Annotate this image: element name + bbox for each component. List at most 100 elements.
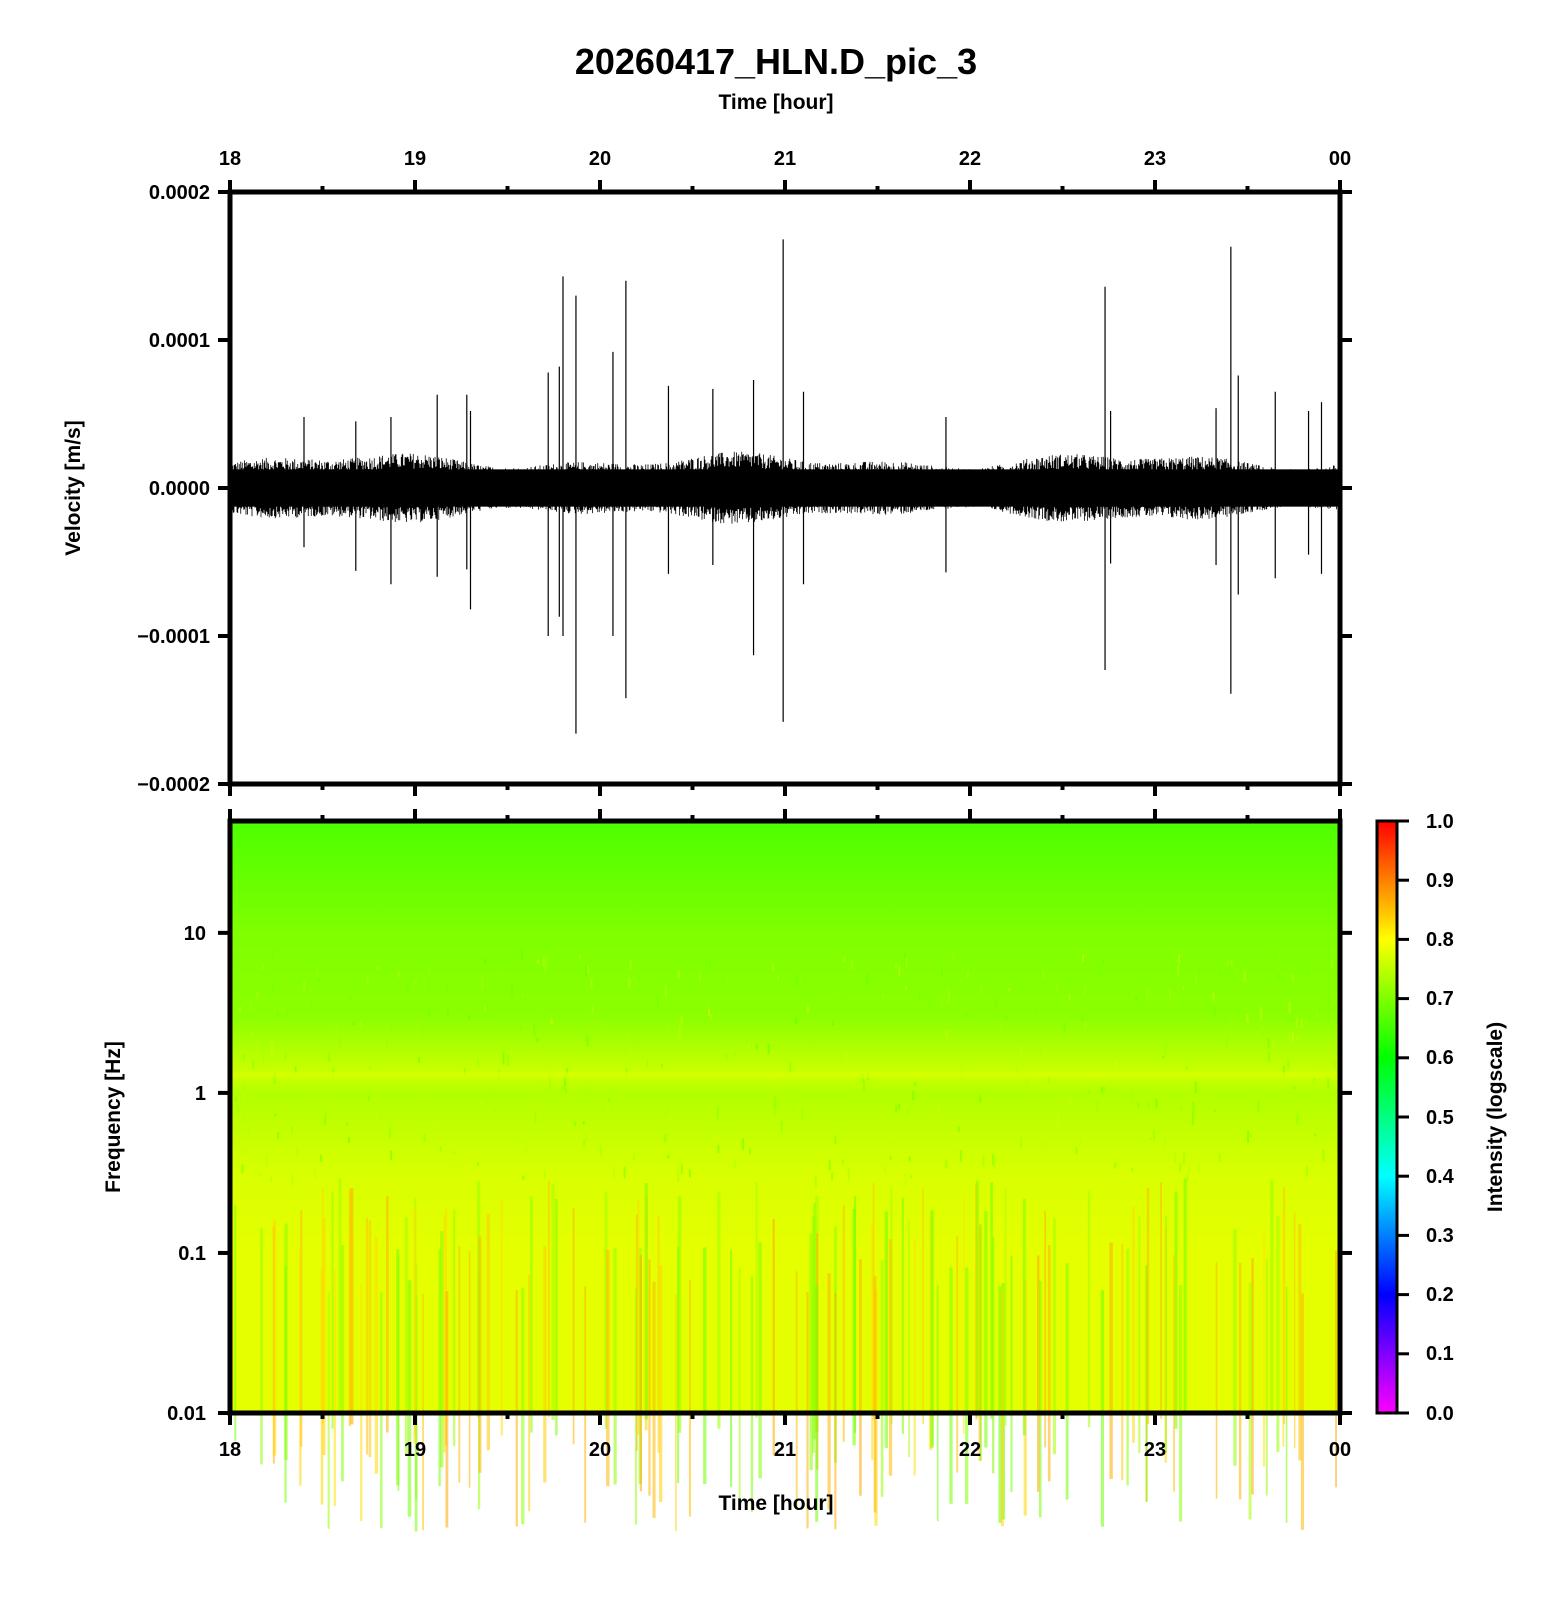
spectrogram-streak	[956, 1236, 959, 1473]
spectrogram-speckle	[1288, 1001, 1291, 1013]
spectrogram-speckle	[543, 1170, 546, 1179]
spectrogram-streak	[478, 1236, 482, 1473]
spectrogram-streak	[572, 1207, 575, 1445]
spectrogram-speckle	[1020, 1135, 1022, 1149]
spectrogram-speckle	[1219, 971, 1222, 978]
spectrogram-speckle	[905, 986, 907, 991]
spectrogram-speckle	[418, 1057, 421, 1064]
spectrogram-speckle	[1267, 1037, 1270, 1049]
spectrogram-streak	[530, 1196, 533, 1433]
spectrogram-speckle	[286, 1122, 289, 1132]
spectrogram-speckle	[834, 1135, 837, 1144]
spectrogram-speckle	[1296, 1113, 1299, 1126]
spectrogram-speckle	[507, 1054, 510, 1067]
spectrogram-streak	[755, 1181, 758, 1419]
spectrogram-streak	[500, 1199, 503, 1436]
spectrogram-streak	[930, 1211, 934, 1448]
spectrogram-speckle	[980, 982, 983, 995]
spectrogram-speckle	[1182, 986, 1185, 991]
spectrogram-speckle	[1152, 1129, 1155, 1141]
spectrogram-streak	[528, 1274, 531, 1512]
spectrogram-speckle	[862, 1079, 865, 1091]
spectrogram-speckle	[477, 1162, 479, 1166]
spectrogram-streak	[1251, 1258, 1254, 1495]
spectrogram-speckle	[346, 1122, 349, 1126]
spectrogram-streak	[1044, 1211, 1047, 1448]
spectrogram-speckle	[390, 1150, 393, 1161]
spectrogram-speckle	[1259, 1004, 1262, 1017]
top-x-tick-20: 20	[589, 148, 611, 170]
cbar-tick-0.9: 0.9	[1426, 870, 1454, 892]
spectrogram-streak	[397, 1254, 400, 1491]
spectrogram-speckle	[660, 1063, 663, 1069]
spectrogram-panel: 10 1 0.1 0.01 Frequency [Hz] 18 19 20 21…	[102, 809, 1352, 1532]
spectrogram-speckle	[831, 1020, 834, 1026]
spectrogram-y-axis-label: Frequency [Hz]	[102, 1041, 125, 1193]
spectrogram-speckle	[633, 1154, 636, 1161]
spectrogram-speckle	[904, 1173, 907, 1187]
spectrogram-speckle	[734, 1021, 737, 1032]
spectrogram-speckle	[708, 1009, 710, 1017]
waveform-x-tick-labels: 18 19 20 21 22 23 00	[219, 148, 1351, 170]
spectrogram-speckle	[562, 1086, 565, 1090]
spectrogram-speckle	[504, 1127, 507, 1135]
spectrogram-speckle	[1230, 958, 1233, 966]
spectrogram-speckle	[806, 1004, 809, 1014]
spectrogram-speckle	[1098, 967, 1101, 978]
spectrogram-streak	[1238, 1262, 1242, 1500]
spectrogram-speckle	[767, 1043, 770, 1055]
spectrogram-streak	[443, 1216, 446, 1453]
spectrogram-speckle	[776, 1099, 779, 1108]
spectrogram-speckle	[995, 1173, 998, 1180]
spectrogram-speckle	[726, 974, 729, 987]
spectrogram-speckle	[629, 959, 632, 970]
spectrogram-speckle	[1282, 1065, 1285, 1077]
spectrogram-speckle	[1260, 1008, 1263, 1019]
spectrogram-speckle	[548, 1077, 551, 1091]
spectrogram-streak	[1233, 1229, 1237, 1466]
spectrogram-speckle	[1087, 1090, 1090, 1094]
spectrogram-speckle	[439, 1146, 442, 1152]
spectrogram-speckle	[1177, 965, 1180, 978]
spectrogram-speckle	[1178, 954, 1181, 964]
waveform-panel: 18 19 20 21 22 23 00 0.0002 0.0001 0.000…	[62, 148, 1352, 796]
spectrogram-speckle	[1048, 1076, 1051, 1083]
spectrogram-speckle	[415, 1103, 418, 1109]
spectrogram-streak	[750, 1275, 754, 1513]
spectrogram-streak	[884, 1211, 889, 1448]
spectrogram-speckle	[1278, 949, 1281, 961]
spectrogram-speckle	[695, 961, 698, 970]
spectrogram-speckle	[265, 1155, 268, 1166]
spectrogram-speckle	[937, 1103, 940, 1115]
spectrogram-streak	[949, 1267, 953, 1504]
spectrogram-streak	[659, 1265, 663, 1503]
spectrogram-speckle	[638, 975, 640, 981]
spectrogram-speckle	[1214, 1109, 1217, 1113]
colorbar-ticks	[1397, 819, 1409, 1415]
spectrogram-speckle	[270, 1043, 273, 1056]
spectrogram-streak	[331, 1192, 334, 1429]
spectrogram-speckle	[1249, 1133, 1252, 1137]
waveform-core	[230, 469, 1340, 507]
spectrogram-streak	[404, 1217, 408, 1454]
spectrogram-speckle	[647, 1160, 649, 1166]
spectrogram-texture	[230, 949, 1340, 1532]
spectrogram-speckle	[533, 1015, 536, 1024]
spectrogram-speckle	[628, 977, 631, 987]
spectrogram-streak	[652, 1281, 656, 1519]
spectrogram-streak	[551, 1183, 555, 1420]
spectrogram-speckle	[895, 963, 898, 969]
spectrogram-speckle	[908, 1156, 911, 1162]
spectrogram-speckle	[1264, 960, 1267, 969]
spectrogram-speckle	[960, 1065, 963, 1077]
spectrogram-streak	[468, 1251, 471, 1488]
spectrogram-speckle	[347, 1136, 350, 1143]
bottom-x-tick-21: 21	[774, 1439, 796, 1461]
spectrogram-speckle	[889, 1155, 892, 1161]
spectrogram-streak	[386, 1196, 389, 1433]
spectrogram-streak	[1298, 1223, 1302, 1461]
spectrogram-speckle	[898, 1103, 901, 1110]
spectrogram-speckle	[903, 953, 906, 958]
spectrogram-speckle	[832, 1176, 835, 1181]
spectrogram-streak	[913, 1239, 916, 1476]
